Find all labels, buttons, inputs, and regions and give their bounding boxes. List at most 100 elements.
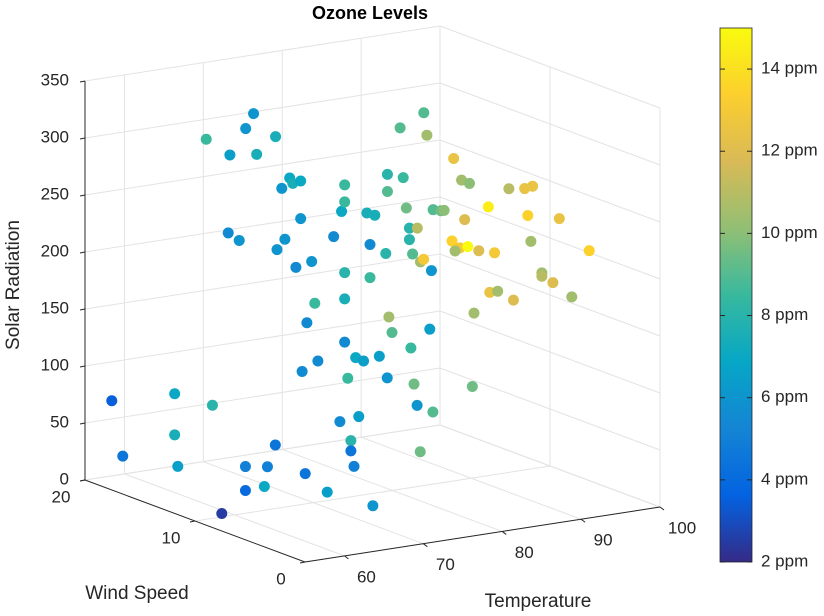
grid-line [84, 424, 441, 481]
data-point [522, 210, 534, 222]
data-point [407, 248, 419, 260]
data-point [348, 460, 360, 472]
data-point [547, 277, 559, 289]
grid-line [439, 25, 661, 109]
data-point [328, 231, 340, 243]
data-point [222, 227, 234, 239]
colorbar-tick-label: 10 ppm [761, 223, 818, 242]
grid-line [84, 310, 441, 367]
data-point [424, 323, 436, 335]
data-point [503, 183, 515, 195]
data-point [446, 235, 458, 247]
data-point [295, 175, 307, 187]
data-point [339, 267, 351, 279]
data-point [527, 180, 539, 192]
y-axis-label: Wind Speed [85, 583, 189, 604]
z-tick-label: 50 [50, 412, 69, 431]
grid-line [84, 196, 441, 253]
data-point [405, 342, 417, 354]
z-tick-label: 350 [41, 70, 69, 89]
x-axis-line [304, 506, 661, 563]
data-point [380, 247, 392, 259]
z-tick-label: 0 [60, 469, 69, 488]
data-point [206, 399, 218, 411]
data-point [271, 244, 283, 256]
data-point [418, 253, 430, 265]
tick-mark [423, 543, 428, 548]
data-point [200, 133, 212, 145]
data-point [296, 365, 308, 377]
data-point [489, 247, 501, 259]
grid-line [84, 367, 441, 424]
data-point [373, 350, 385, 362]
tick-mark [79, 479, 86, 482]
data-point [248, 108, 260, 120]
tick-mark [580, 518, 586, 523]
colorbar [719, 27, 753, 563]
data-point [403, 234, 415, 246]
colorbar-tick-label: 2 ppm [761, 551, 808, 570]
grid-line [439, 82, 661, 166]
data-point [449, 245, 461, 257]
data-point [468, 307, 480, 319]
data-point [261, 461, 273, 473]
data-point [408, 378, 420, 390]
data-point [334, 416, 346, 428]
data-point [383, 311, 395, 323]
data-point [251, 148, 263, 160]
data-point [525, 235, 537, 247]
data-point [117, 450, 129, 462]
data-point [290, 261, 302, 273]
tick-mark [79, 422, 86, 425]
grid-line [84, 82, 441, 139]
colorbar-tick-label: 8 ppm [761, 305, 808, 324]
data-point [106, 395, 118, 407]
data-point [336, 205, 348, 217]
z-tick-label: 100 [41, 355, 69, 374]
tick-mark [79, 308, 86, 311]
x-tick-label: 60 [357, 567, 376, 586]
tick-mark [189, 520, 196, 523]
data-point [258, 481, 270, 493]
data-point [239, 484, 251, 496]
data-point [224, 149, 236, 161]
data-point [169, 388, 181, 400]
z-tick-label: 150 [41, 298, 69, 317]
data-point [321, 486, 333, 498]
data-point [361, 207, 373, 219]
colorbar-tick-label: 6 ppm [761, 387, 808, 406]
data-point [466, 381, 478, 393]
colorbar-tick-label: 12 ppm [761, 141, 818, 160]
data-point [339, 179, 351, 191]
data-point [536, 270, 548, 282]
data-point [172, 460, 184, 472]
data-point [240, 123, 252, 135]
grid-line [439, 367, 661, 451]
data-point [306, 255, 318, 267]
data-point [583, 245, 595, 257]
data-point [299, 468, 311, 480]
x-axis-label: Temperature [485, 591, 592, 612]
data-point [312, 355, 324, 367]
z-axis-label: Solar Radiation [3, 220, 24, 350]
grid-line [439, 310, 661, 394]
data-point [394, 122, 406, 134]
data-point [463, 177, 475, 189]
data-point [492, 285, 504, 297]
x-tick-label: 70 [436, 555, 455, 574]
z-tick-label: 200 [41, 241, 69, 260]
data-point [364, 239, 376, 251]
data-point [309, 297, 321, 309]
data-point [448, 153, 460, 165]
data-point [358, 355, 370, 367]
data-point [367, 500, 379, 512]
grid-line [439, 196, 661, 280]
tick-mark [299, 561, 306, 564]
data-point [403, 222, 415, 234]
tick-mark [79, 365, 86, 368]
grid-line [439, 253, 661, 337]
data-point [339, 336, 351, 348]
data-point [421, 129, 433, 141]
